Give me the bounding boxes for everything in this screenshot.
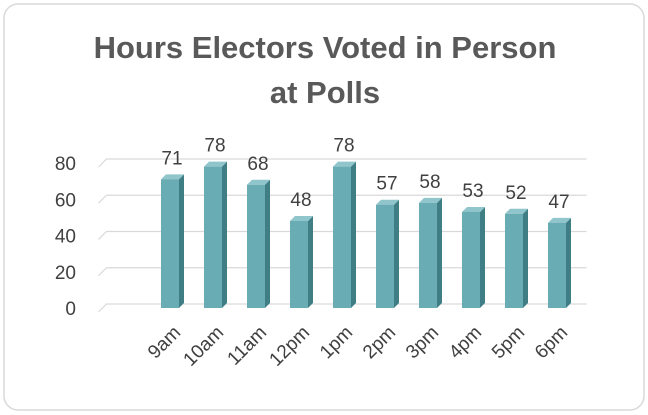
bar-group bbox=[290, 216, 313, 308]
bar-side bbox=[179, 174, 184, 308]
data-label: 53 bbox=[462, 181, 483, 202]
data-label: 57 bbox=[376, 174, 397, 195]
bar-side bbox=[480, 206, 485, 308]
bar-side bbox=[308, 216, 313, 308]
chart-border bbox=[3, 3, 645, 411]
y-tick-label: 40 bbox=[55, 227, 76, 248]
bar-top bbox=[204, 161, 227, 167]
y-tick-label: 0 bbox=[65, 299, 76, 320]
bar-top bbox=[548, 217, 571, 223]
data-label: 52 bbox=[505, 183, 526, 204]
bar-top bbox=[376, 199, 399, 205]
bar bbox=[290, 221, 308, 308]
bar-top bbox=[247, 179, 270, 185]
bar bbox=[419, 202, 437, 308]
bar-group bbox=[505, 208, 528, 308]
chart-title-part: at Polls bbox=[270, 75, 380, 110]
bar-side bbox=[394, 199, 399, 308]
chart-title: at Polls bbox=[270, 75, 380, 110]
grid-line bbox=[98, 194, 587, 204]
data-label: 71 bbox=[161, 148, 182, 169]
data-label: 48 bbox=[290, 190, 311, 211]
data-label: 78 bbox=[333, 136, 354, 157]
bar bbox=[505, 213, 523, 308]
bar bbox=[161, 179, 179, 308]
bar-group bbox=[247, 179, 270, 308]
bar-top bbox=[505, 208, 528, 214]
bar-side bbox=[437, 197, 442, 308]
bar-group bbox=[161, 174, 184, 308]
bar-top bbox=[419, 197, 442, 203]
bar bbox=[376, 204, 394, 308]
bar bbox=[462, 211, 480, 308]
bar-side bbox=[351, 161, 356, 308]
data-label: 47 bbox=[548, 192, 569, 213]
bar bbox=[204, 166, 222, 308]
data-label: 68 bbox=[247, 154, 268, 175]
chart-title: Hours Electors Voted in Person bbox=[94, 30, 557, 65]
data-label: 78 bbox=[204, 136, 225, 157]
bar-side bbox=[566, 217, 571, 308]
y-tick-label: 20 bbox=[55, 263, 76, 284]
y-tick-label: 60 bbox=[55, 190, 76, 211]
bar-group bbox=[462, 206, 485, 308]
data-label: 58 bbox=[419, 172, 440, 193]
bar bbox=[247, 184, 265, 308]
grid-line bbox=[98, 158, 587, 168]
bar-group bbox=[376, 199, 399, 308]
bar-side bbox=[523, 208, 528, 308]
bar-group bbox=[204, 161, 227, 308]
y-tick-label: 80 bbox=[55, 154, 76, 175]
bar-group bbox=[419, 197, 442, 308]
bar-top bbox=[161, 174, 184, 180]
bar-side bbox=[222, 161, 227, 308]
bar-top bbox=[290, 216, 313, 221]
bar-group bbox=[548, 217, 571, 308]
bar-group bbox=[333, 161, 356, 308]
bar-top bbox=[333, 161, 356, 167]
bar-top bbox=[462, 206, 485, 212]
bar bbox=[548, 222, 566, 308]
chart-title-part: Hours Electors Voted in Person bbox=[94, 30, 557, 65]
bar bbox=[333, 166, 351, 308]
bar-side bbox=[265, 179, 270, 308]
